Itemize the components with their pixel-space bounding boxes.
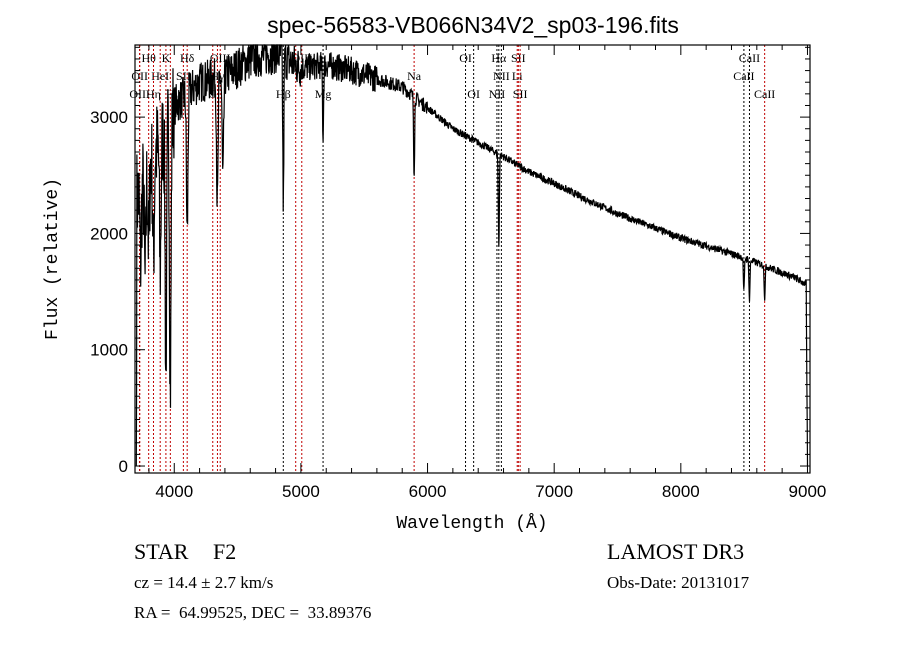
spectral-line-label: Mg [315,87,332,101]
y-tick-label: 2000 [90,224,128,243]
x-tick-label: 9000 [789,482,827,501]
x-tick-label: 5000 [282,482,320,501]
y-tick-label: 0 [119,457,128,476]
y-axis-label: Flux (relative) [43,178,63,340]
spectral-line-label: SII [176,69,191,83]
spectral-line-label: Li [512,69,523,83]
survey-name: LAMOST DR3 [607,539,745,564]
spectral-line-label: NII [493,69,510,83]
redshift-text: cz = 14.4 ± 2.7 km/s [134,573,274,592]
plot-frame [134,44,811,474]
spectral-line-label: OI [459,51,472,65]
spectral-line-label: Hβ [276,87,291,101]
x-tick-label: 6000 [409,482,447,501]
y-tick-label: 3000 [90,108,128,127]
spectral-line-label: SII [513,87,528,101]
chart-title: spec-56583-VB066N34V2_sp03-196.fits [267,12,679,38]
spectral-line-label: Hα [491,51,507,65]
spectral-line-label: Hδ [180,51,195,65]
obs-date: Obs-Date: 20131017 [607,573,750,592]
spectral-line-label: OI [467,87,480,101]
object-class: STAR [134,539,189,564]
x-tick-label: 4000 [155,482,193,501]
y-tick-label: 1000 [90,341,128,360]
spectrum-line [135,44,809,467]
coordinates-text: RA = 64.99525, DEC = 33.89376 [134,603,372,622]
x-tick-label: 8000 [662,482,700,501]
spectral-line-label: SII [511,51,526,65]
spectral-line-label: Hη [146,87,161,101]
spectral-line-label: CaII [739,51,760,65]
spectral-line-label: Hθ [141,51,156,65]
spectral-line-label: CaII [733,69,754,83]
spectral-line-label: HeI [151,69,169,83]
spectral-line-label: K [162,51,171,65]
object-subclass: F2 [213,539,237,564]
x-tick-label: 7000 [535,482,573,501]
spectral-line-label: Na [407,69,422,83]
spectral-line-label: H [166,87,175,101]
spectral-line-label: OII [131,69,148,83]
spectral-line-label: NII [489,87,506,101]
spectral-line-label: CaII [754,87,775,101]
x-axis-label: Wavelength (Å) [396,513,547,534]
